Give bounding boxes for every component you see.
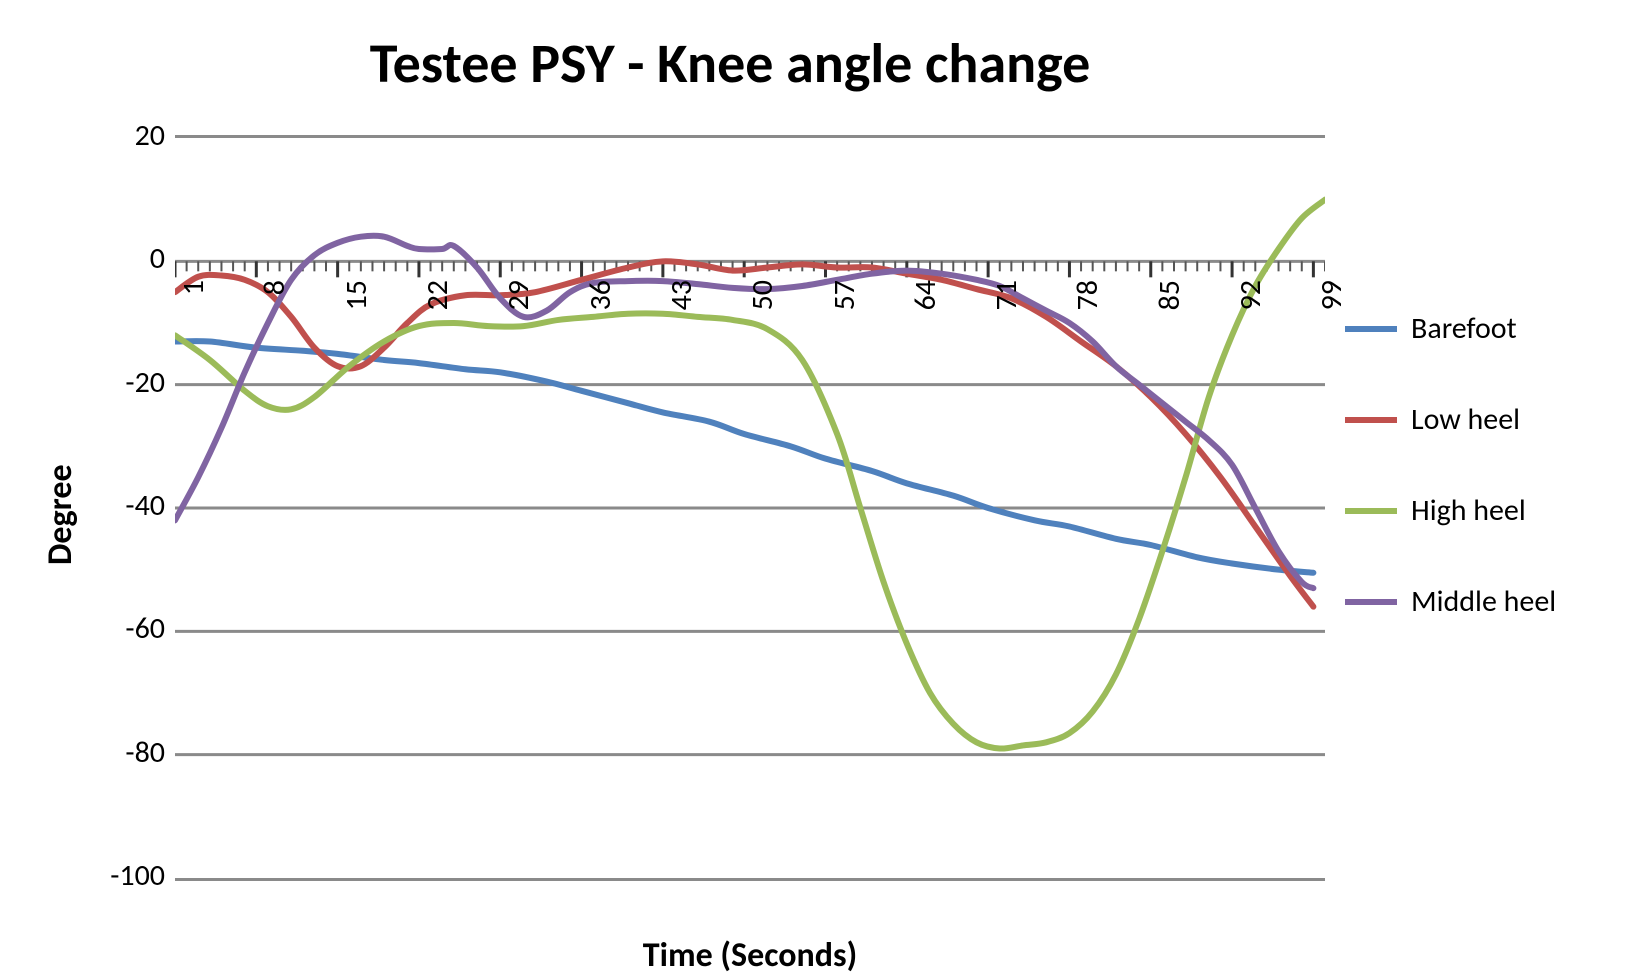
x-tick-label: 36 bbox=[582, 280, 619, 320]
x-tick-label: 99 bbox=[1313, 280, 1350, 320]
legend-swatch bbox=[1345, 508, 1397, 514]
x-tick-label: 50 bbox=[744, 280, 781, 320]
legend-label: High heel bbox=[1411, 492, 1526, 529]
chart-container: Testee PSY - Knee angle change Degree Ti… bbox=[0, 0, 1650, 972]
legend-swatch bbox=[1345, 417, 1397, 423]
x-tick-label: 57 bbox=[826, 280, 863, 320]
y-tick-label: 0 bbox=[75, 240, 165, 277]
x-tick-label: 8 bbox=[256, 280, 293, 320]
y-tick-label: -80 bbox=[75, 734, 165, 771]
legend-label: Middle heel bbox=[1411, 583, 1556, 620]
legend-item: High heel bbox=[1345, 492, 1556, 529]
x-tick-label: 85 bbox=[1151, 280, 1188, 320]
legend-label: Barefoot bbox=[1411, 310, 1517, 347]
x-tick-label: 92 bbox=[1232, 280, 1269, 320]
legend-swatch bbox=[1345, 599, 1397, 605]
x-tick-label: 29 bbox=[500, 280, 537, 320]
legend-item: Middle heel bbox=[1345, 583, 1556, 620]
y-tick-label: -20 bbox=[75, 364, 165, 401]
x-tick-label: 15 bbox=[338, 280, 375, 320]
plot-area bbox=[175, 135, 1325, 881]
x-tick-label: 1 bbox=[175, 280, 212, 320]
legend-label: Low heel bbox=[1411, 401, 1520, 438]
x-tick-label: 71 bbox=[988, 280, 1025, 320]
y-tick-label: 20 bbox=[75, 117, 165, 154]
legend-swatch bbox=[1345, 326, 1397, 332]
x-tick-label: 22 bbox=[419, 280, 456, 320]
x-tick-label: 78 bbox=[1069, 280, 1106, 320]
series-line bbox=[175, 341, 1313, 573]
legend: Barefoot Low heel High heel Middle heel bbox=[1345, 310, 1556, 674]
y-tick-label: -100 bbox=[75, 857, 165, 894]
x-axis-label: Time (Seconds) bbox=[175, 935, 1325, 976]
x-tick-label: 64 bbox=[907, 280, 944, 320]
chart-title: Testee PSY - Knee angle change bbox=[0, 30, 1460, 98]
x-tick-label: 43 bbox=[663, 280, 700, 320]
legend-item: Low heel bbox=[1345, 401, 1556, 438]
y-tick-label: -60 bbox=[75, 610, 165, 647]
plot-svg bbox=[175, 138, 1325, 878]
y-tick-label: -40 bbox=[75, 487, 165, 524]
legend-item: Barefoot bbox=[1345, 310, 1556, 347]
